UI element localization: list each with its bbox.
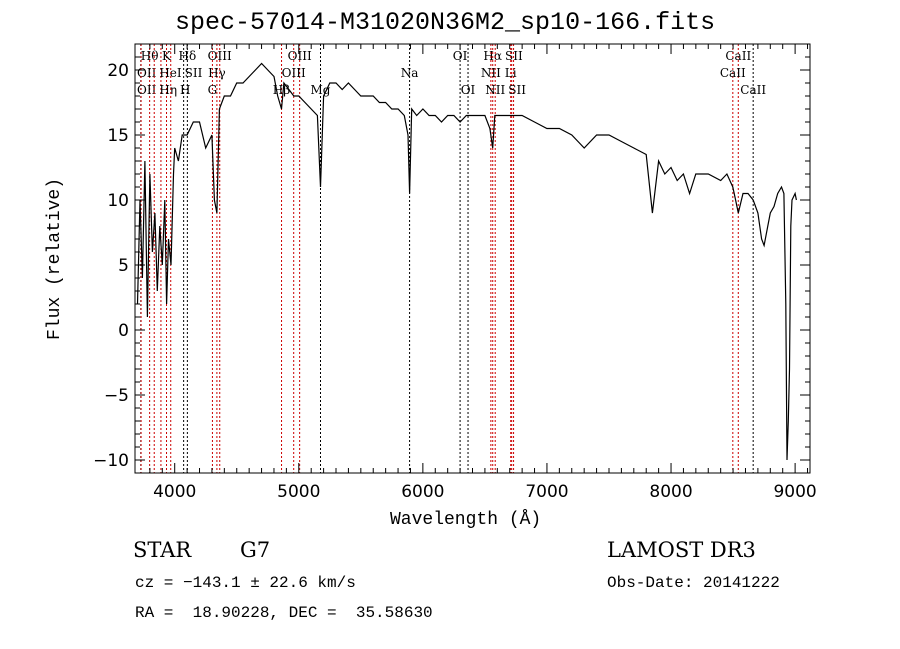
line-label: Hγ xyxy=(208,66,226,80)
line-label: Hα xyxy=(483,49,502,63)
spectrum-line xyxy=(136,62,797,461)
y-tick-label: −10 xyxy=(93,451,129,471)
y-axis-label: Flux (relative) xyxy=(45,177,65,340)
y-tick-label: 0 xyxy=(118,321,129,341)
y-tick-label: 15 xyxy=(107,126,129,146)
line-label: CaII xyxy=(725,49,751,63)
line-label: OIII xyxy=(282,66,306,80)
object-class: STAR xyxy=(133,538,192,562)
coordinates: RA = 18.90228, DEC = 35.58630 xyxy=(135,604,433,622)
line-label: OIII xyxy=(208,49,232,63)
line-label: NII xyxy=(485,83,505,97)
x-tick-label: 4000 xyxy=(153,482,196,502)
redshift-cz: cz = −143.1 ± 22.6 km/s xyxy=(135,574,356,592)
x-tick-label: 8000 xyxy=(649,482,692,502)
line-label: SII xyxy=(508,83,526,97)
x-tick-label: 7000 xyxy=(525,482,568,502)
line-label: OII xyxy=(137,83,157,97)
line-label: NII xyxy=(481,66,501,80)
x-tick-label: 5000 xyxy=(277,482,320,502)
line-label: OIII xyxy=(288,49,312,63)
plot-frame xyxy=(134,43,811,474)
line-label: OI xyxy=(453,49,468,63)
x-tick-label: 9000 xyxy=(773,482,816,502)
survey-label: LAMOST DR3 xyxy=(607,538,756,562)
line-label: Hδ xyxy=(179,49,197,63)
line-label: CaII xyxy=(740,83,766,97)
chart-title: spec-57014-M31020N36M2_sp10-166.fits xyxy=(175,8,716,37)
y-tick-label: 20 xyxy=(107,61,129,81)
x-tick-label: 6000 xyxy=(401,482,444,502)
y-tick-label: −5 xyxy=(104,386,129,406)
y-tick-label: 10 xyxy=(107,191,129,211)
line-label: Li xyxy=(505,66,517,80)
x-axis-label: Wavelength (Å) xyxy=(390,510,542,530)
y-tick-label: 5 xyxy=(118,256,129,276)
line-label: G xyxy=(208,83,218,97)
line-label: OI xyxy=(461,83,476,97)
line-label: CaII xyxy=(720,66,746,80)
line-label: K xyxy=(162,49,172,63)
line-label: OII xyxy=(137,66,157,80)
line-label: H xyxy=(180,83,190,97)
line-label: Na xyxy=(401,66,419,80)
obs-date: Obs-Date: 20141222 xyxy=(607,574,780,592)
line-label: Mg xyxy=(311,83,331,97)
line-label: SII xyxy=(185,66,203,80)
line-label: Hθ xyxy=(141,49,159,63)
line-label: Hη xyxy=(159,83,177,97)
object-subclass: G7 xyxy=(240,538,271,562)
